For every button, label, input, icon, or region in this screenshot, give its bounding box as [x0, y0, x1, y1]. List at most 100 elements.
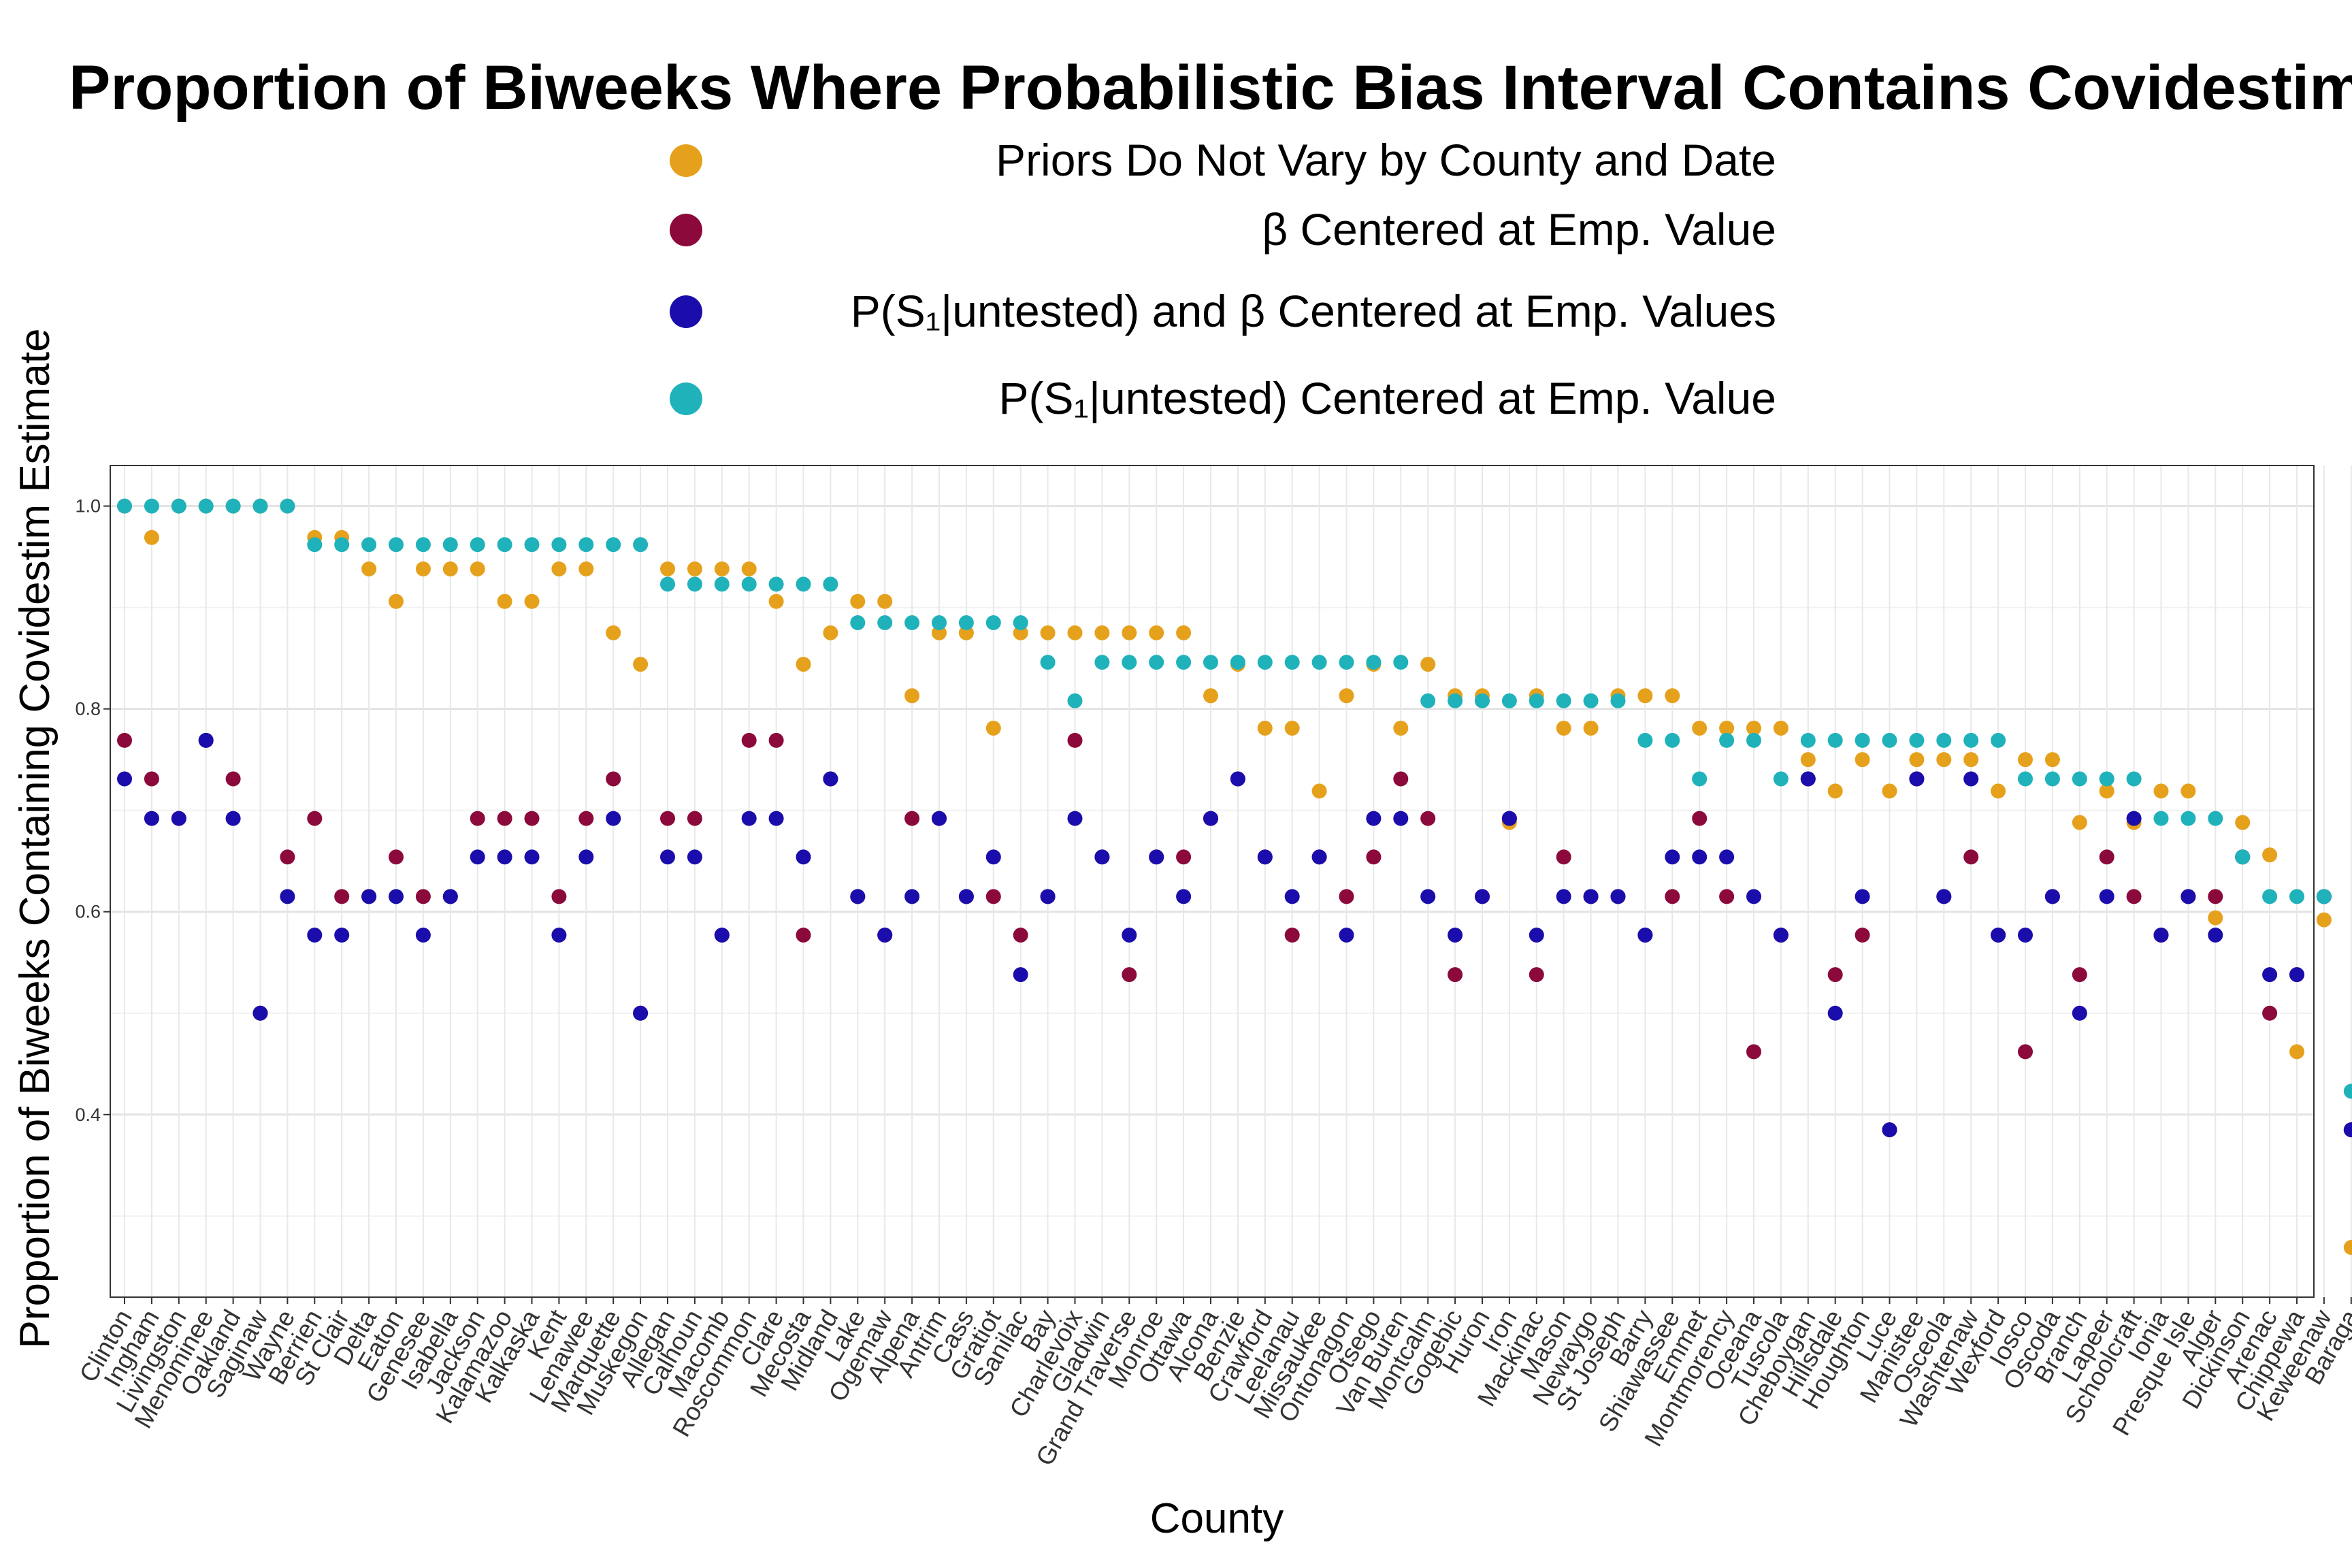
data-point	[796, 849, 811, 865]
legend: Priors Do Not Vary by County and Date β C…	[670, 135, 1776, 423]
data-point	[1556, 720, 1571, 736]
data-point	[551, 537, 567, 553]
data-point	[1013, 615, 1028, 630]
data-point	[144, 771, 159, 787]
data-point	[606, 537, 621, 553]
data-point	[1610, 889, 1626, 904]
data-point	[850, 615, 866, 630]
data-point	[334, 889, 350, 904]
data-point	[904, 811, 920, 826]
data-point	[1963, 771, 1979, 787]
data-point	[1122, 967, 1137, 983]
data-point	[1339, 688, 1354, 704]
data-point	[1909, 771, 1925, 787]
data-point	[687, 576, 702, 592]
data-point	[796, 657, 811, 672]
data-point	[660, 849, 675, 865]
data-point	[415, 927, 431, 943]
data-point	[225, 498, 241, 514]
data-point	[1393, 720, 1409, 736]
data-point	[1963, 732, 1979, 748]
data-point	[415, 537, 431, 553]
data-point	[2208, 889, 2223, 904]
data-point	[524, 593, 540, 609]
data-point	[2180, 783, 2196, 799]
data-point	[741, 576, 757, 592]
data-point	[1257, 655, 1273, 670]
data-point	[1936, 889, 1952, 904]
data-point	[1420, 889, 1436, 904]
data-point	[741, 811, 757, 826]
data-point	[2126, 889, 2142, 904]
data-point	[1583, 693, 1599, 708]
legend-marker	[670, 382, 702, 415]
data-point	[633, 1005, 649, 1021]
data-point	[2235, 849, 2251, 865]
data-point	[578, 537, 594, 553]
data-point	[1448, 967, 1463, 983]
data-point	[1176, 889, 1192, 904]
data-point	[1692, 849, 1708, 865]
data-point	[1855, 889, 1870, 904]
data-point	[1746, 732, 1761, 748]
data-point	[904, 889, 920, 904]
data-point	[1719, 732, 1735, 748]
data-point	[252, 498, 268, 514]
data-point	[1692, 771, 1708, 787]
data-point	[932, 615, 947, 630]
data-point	[2180, 889, 2196, 904]
data-point	[2343, 1083, 2352, 1099]
data-point	[1773, 927, 1788, 943]
data-point	[442, 561, 458, 577]
data-point	[497, 537, 512, 553]
chart-title: Proportion of Biweeks Where Probabilisti…	[69, 53, 2352, 122]
plot-border	[110, 465, 2315, 1298]
data-point	[1746, 889, 1761, 904]
legend-item: P(S₁|untested) Centered at Emp. Value	[670, 373, 1776, 423]
data-point	[1692, 720, 1708, 736]
data-point	[1637, 927, 1653, 943]
data-point	[1665, 732, 1680, 748]
legend-item: Priors Do Not Vary by County and Date	[670, 135, 1776, 185]
data-point	[850, 889, 866, 904]
data-point	[1475, 889, 1490, 904]
data-point	[768, 576, 784, 592]
data-point	[524, 811, 540, 826]
data-point	[1149, 655, 1164, 670]
data-point	[904, 615, 920, 630]
data-point	[768, 811, 784, 826]
data-point	[171, 811, 186, 826]
data-point	[361, 561, 377, 577]
data-point	[985, 889, 1001, 904]
data-point	[198, 732, 214, 748]
data-point	[2316, 889, 2332, 904]
plot-grid	[110, 466, 2352, 1297]
data-point	[1719, 720, 1735, 736]
data-point	[1692, 811, 1708, 826]
data-point	[551, 561, 567, 577]
data-point	[741, 732, 757, 748]
data-point	[2018, 1044, 2033, 1060]
data-point	[442, 889, 458, 904]
data-point	[1067, 693, 1083, 708]
data-point	[524, 849, 540, 865]
data-point	[2235, 815, 2251, 830]
data-point	[1067, 732, 1083, 748]
data-point	[714, 561, 730, 577]
data-point	[850, 593, 866, 609]
data-point	[361, 889, 377, 904]
data-point	[1665, 889, 1680, 904]
data-point	[2180, 811, 2196, 826]
series-3	[117, 732, 2352, 1138]
data-point	[1311, 783, 1327, 799]
data-point	[1176, 625, 1192, 640]
data-point	[280, 849, 295, 865]
data-point	[1420, 657, 1436, 672]
data-point	[144, 811, 159, 826]
data-point	[2289, 889, 2304, 904]
data-point	[389, 537, 404, 553]
data-point	[1556, 849, 1571, 865]
data-point	[2126, 811, 2142, 826]
data-point	[660, 561, 675, 577]
